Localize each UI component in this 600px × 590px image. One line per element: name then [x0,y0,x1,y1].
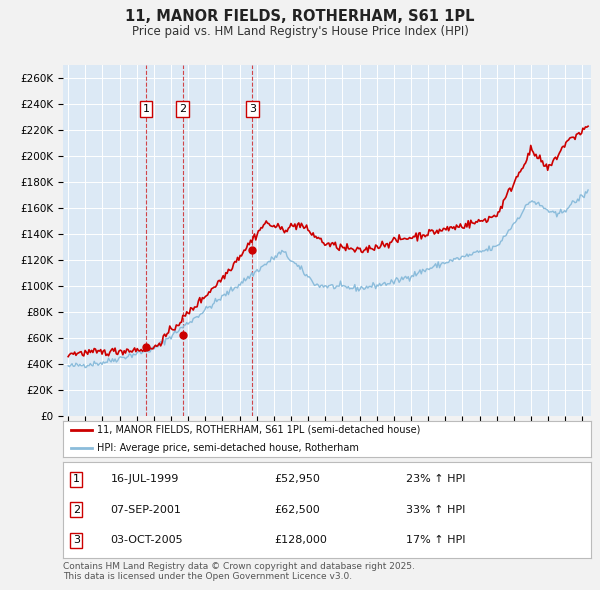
Text: 11, MANOR FIELDS, ROTHERHAM, S61 1PL: 11, MANOR FIELDS, ROTHERHAM, S61 1PL [125,9,475,24]
Text: 1: 1 [142,104,149,114]
Text: HPI: Average price, semi-detached house, Rotherham: HPI: Average price, semi-detached house,… [97,443,359,453]
Text: Price paid vs. HM Land Registry's House Price Index (HPI): Price paid vs. HM Land Registry's House … [131,25,469,38]
Text: £128,000: £128,000 [274,535,327,545]
Text: 17% ↑ HPI: 17% ↑ HPI [406,535,466,545]
Text: 16-JUL-1999: 16-JUL-1999 [110,474,179,484]
Text: 1: 1 [73,474,80,484]
Text: £62,500: £62,500 [274,505,320,514]
Text: 3: 3 [249,104,256,114]
Text: 33% ↑ HPI: 33% ↑ HPI [406,505,466,514]
Text: 07-SEP-2001: 07-SEP-2001 [110,505,181,514]
Text: 23% ↑ HPI: 23% ↑ HPI [406,474,466,484]
Text: 11, MANOR FIELDS, ROTHERHAM, S61 1PL (semi-detached house): 11, MANOR FIELDS, ROTHERHAM, S61 1PL (se… [97,425,421,435]
Text: Contains HM Land Registry data © Crown copyright and database right 2025.
This d: Contains HM Land Registry data © Crown c… [63,562,415,581]
Text: £52,950: £52,950 [274,474,320,484]
Text: 2: 2 [73,505,80,514]
Text: 03-OCT-2005: 03-OCT-2005 [110,535,183,545]
Text: 2: 2 [179,104,187,114]
Text: 3: 3 [73,535,80,545]
